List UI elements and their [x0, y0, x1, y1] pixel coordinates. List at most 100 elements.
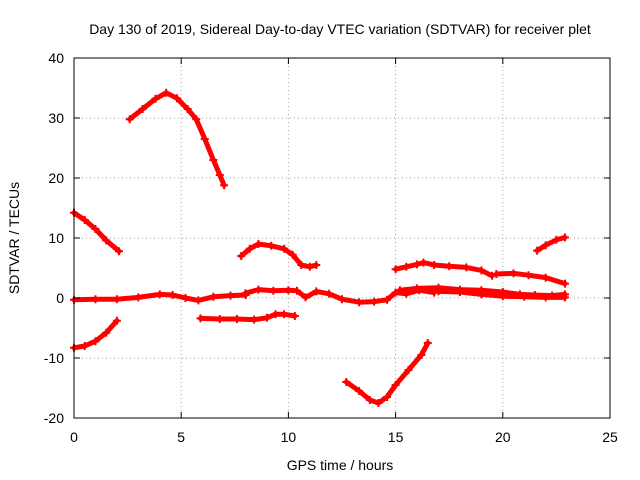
y-tick-label: 30	[48, 110, 64, 126]
y-tick-label: 10	[48, 230, 64, 246]
data-point	[196, 314, 205, 323]
data-point	[423, 339, 432, 347]
data-point	[492, 270, 501, 278]
data-point	[215, 315, 224, 323]
data-point	[183, 105, 192, 113]
y-tick-label: -20	[44, 410, 64, 426]
data-point	[355, 387, 364, 395]
data-point	[102, 328, 111, 337]
data-point	[194, 296, 203, 305]
data-point	[254, 240, 263, 248]
data-point	[138, 105, 147, 113]
x-axis-title: GPS time / hours	[287, 457, 394, 473]
data-point	[125, 115, 134, 124]
data-point	[226, 291, 235, 300]
data-point	[267, 241, 276, 250]
data-point	[524, 271, 533, 280]
data-point	[192, 115, 201, 124]
data-point	[232, 315, 241, 323]
data-point	[560, 293, 569, 302]
data-point	[181, 294, 190, 302]
data-point	[560, 233, 569, 242]
data-point	[402, 262, 411, 271]
data-point	[151, 94, 160, 103]
data-point	[162, 88, 171, 97]
data-point	[338, 295, 346, 304]
series-arc-2	[71, 210, 122, 254]
data-point	[391, 381, 400, 389]
data-point	[312, 287, 321, 296]
data-point	[391, 265, 400, 274]
data-point	[434, 287, 443, 296]
data-point	[404, 366, 413, 374]
data-point	[395, 286, 404, 295]
data-point	[552, 235, 561, 244]
data-point	[301, 293, 310, 302]
data-point	[541, 293, 550, 302]
data-point	[477, 290, 486, 299]
data-point	[112, 316, 121, 325]
data-point	[80, 216, 89, 224]
y-tick-label: -10	[44, 350, 64, 366]
data-point	[254, 285, 263, 294]
data-point	[200, 135, 209, 143]
data-point	[430, 261, 439, 269]
data-point	[269, 286, 278, 295]
grid	[74, 58, 610, 418]
data-point	[112, 295, 121, 304]
data-point	[209, 156, 218, 164]
data-point	[91, 225, 100, 233]
data-point	[365, 396, 374, 404]
data-point	[498, 292, 507, 301]
y-tick-label: 0	[56, 290, 64, 306]
data-point	[462, 263, 471, 272]
x-tick-label: 10	[281, 429, 297, 445]
data-point	[383, 393, 392, 401]
series-layer	[70, 88, 569, 407]
data-point	[91, 337, 100, 346]
data-point	[288, 250, 297, 259]
data-point	[419, 258, 428, 267]
x-tick-label: 15	[388, 429, 404, 445]
data-point	[168, 291, 177, 299]
y-axis-title: SDTVAR / TECUs	[6, 182, 22, 294]
y-tick-label: 40	[48, 50, 64, 66]
data-point	[220, 181, 229, 190]
data-point	[241, 289, 250, 298]
data-point	[370, 297, 379, 306]
data-point	[134, 293, 143, 302]
data-point	[455, 288, 464, 296]
series-arc-6	[534, 234, 568, 254]
series-arc-1	[127, 90, 227, 188]
data-point	[445, 262, 454, 271]
ticks: 0 5 10 15 20 25 -20 -10 0 10 20 30 40	[44, 50, 618, 445]
data-point	[237, 252, 246, 260]
data-point	[417, 351, 426, 359]
data-point	[271, 310, 280, 319]
data-point	[91, 295, 100, 304]
data-point	[215, 171, 224, 179]
y-tick-label: 20	[48, 170, 64, 186]
data-point	[477, 266, 486, 275]
data-point	[115, 247, 124, 256]
data-point	[245, 244, 254, 253]
data-point	[312, 261, 321, 269]
x-tick-label: 25	[602, 429, 618, 445]
data-point	[391, 288, 400, 297]
data-point	[262, 313, 271, 322]
data-point	[209, 292, 218, 301]
data-point	[250, 315, 259, 324]
data-point	[325, 289, 334, 298]
data-point	[509, 269, 518, 278]
data-point	[297, 261, 306, 269]
data-point	[413, 260, 422, 269]
chart-title: Day 130 of 2019, Sidereal Day-to-day VTE…	[89, 21, 591, 37]
data-point	[102, 236, 111, 245]
data-point	[172, 94, 181, 103]
data-point	[80, 342, 89, 350]
series-arc-8	[243, 287, 437, 305]
data-point	[280, 310, 289, 319]
data-point	[284, 286, 293, 295]
data-point	[541, 241, 550, 250]
